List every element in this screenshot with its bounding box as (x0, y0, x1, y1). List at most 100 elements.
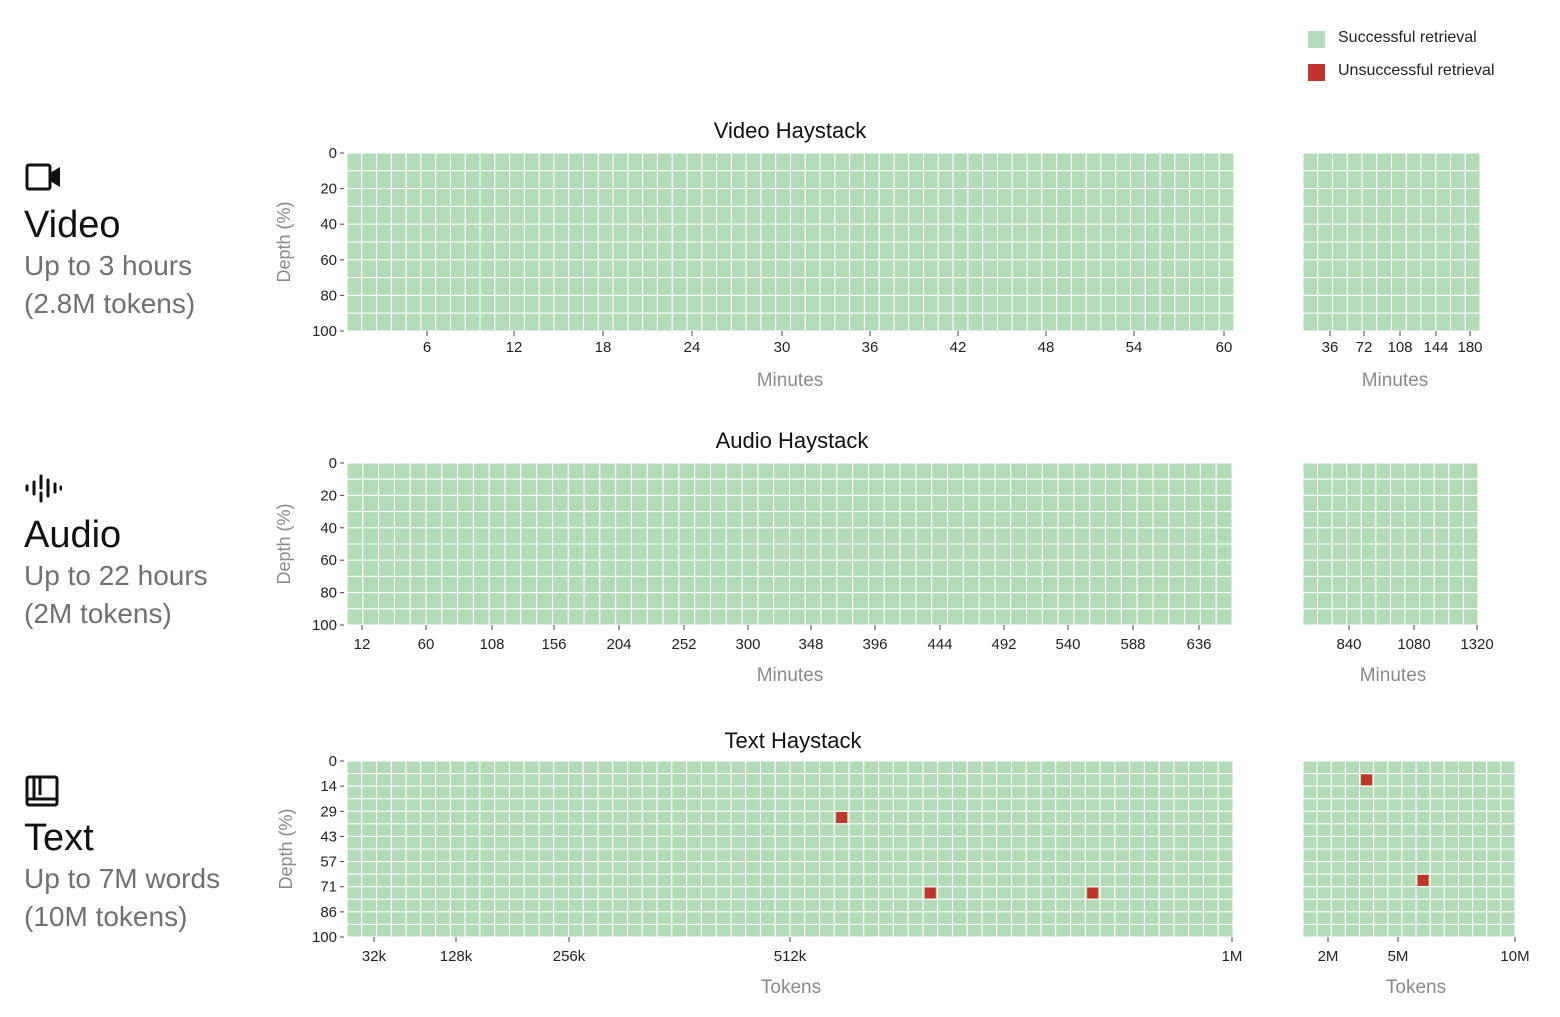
heatmap-cell (1085, 152, 1102, 172)
heatmap-cell (1218, 205, 1235, 225)
x-tick-label: 72 (1356, 339, 1373, 356)
heatmap-cell (449, 848, 466, 863)
heatmap-cell (1188, 848, 1204, 863)
heatmap-cell (1217, 835, 1234, 850)
heatmap-cell (1084, 823, 1101, 837)
heatmap-cell (1144, 241, 1161, 261)
heatmap-cell (1457, 810, 1474, 825)
heatmap-cell (538, 873, 555, 888)
heatmap-cell (393, 592, 411, 610)
heatmap-cell (741, 543, 759, 561)
heatmap-cell (553, 873, 570, 888)
heatmap-cell (641, 823, 658, 837)
heatmap-cell (852, 608, 870, 626)
heatmap-cell (937, 810, 953, 825)
heatmap-cell (1450, 241, 1466, 261)
heatmap-cell (390, 259, 407, 279)
heatmap-cell (915, 511, 933, 529)
heatmap-cell (715, 785, 732, 800)
heatmap-cell (982, 205, 998, 225)
heatmap-cell (701, 188, 718, 207)
heatmap-cell (1120, 494, 1138, 513)
heatmap-cell (1173, 923, 1190, 938)
heatmap-cell (1316, 873, 1332, 888)
heatmap-cell (819, 223, 836, 243)
x-tick-label: 444 (927, 636, 952, 653)
heatmap-cell (730, 241, 747, 261)
heatmap-cell (1130, 312, 1146, 332)
heatmap-cell (390, 152, 407, 172)
heatmap-cell (1316, 798, 1332, 812)
heatmap-cell (523, 312, 540, 332)
heatmap-cell (1360, 478, 1377, 496)
heatmap-cell (804, 898, 821, 913)
heatmap-cell (790, 312, 806, 332)
heatmap-cell (1500, 923, 1516, 938)
heatmap-cell (1184, 592, 1201, 610)
heatmap-cell (1188, 760, 1204, 775)
video-subtitle-tokens: (2.8M tokens) (24, 288, 196, 319)
heatmap-cell (538, 823, 555, 837)
heatmap-cell (1143, 923, 1160, 938)
heatmap-cell (346, 848, 363, 863)
heatmap-cell (612, 810, 629, 825)
heatmap-cell (671, 810, 688, 825)
heatmap-cell (833, 760, 850, 775)
heatmap-cell (745, 873, 761, 888)
heatmap-cell (405, 223, 422, 243)
heatmap-cell (1472, 773, 1488, 787)
x-tick-label: 18 (595, 339, 612, 356)
heatmap-cell (457, 559, 474, 577)
heatmap-cell (1218, 294, 1235, 314)
heatmap-cell (1316, 886, 1332, 900)
heatmap-cell (420, 312, 437, 332)
heatmap-cell (568, 259, 585, 279)
heatmap-cell (1401, 785, 1417, 800)
heatmap-cell (883, 608, 901, 626)
heatmap-cell (405, 760, 422, 775)
heatmap-cell (1375, 478, 1391, 496)
heatmap-cell (361, 886, 378, 900)
heatmap-cell (1026, 592, 1043, 610)
heatmap-cell (553, 312, 570, 332)
heatmap-cell (931, 543, 949, 561)
heatmap-cell (819, 848, 835, 863)
heatmap-cell (1129, 823, 1145, 837)
heatmap-cell (819, 188, 836, 207)
heatmap-cell (1026, 205, 1043, 225)
heatmap-cell (892, 835, 909, 850)
heatmap-cell (1218, 312, 1235, 332)
heatmap-cell (479, 223, 496, 243)
heatmap-cell (804, 608, 822, 626)
heatmap-cell (994, 511, 1012, 529)
heatmap-cell (464, 188, 481, 207)
heatmap-cell (1359, 848, 1375, 863)
heatmap-cell (523, 259, 540, 279)
heatmap-cell (538, 848, 555, 863)
heatmap-cell (1360, 592, 1377, 610)
heatmap-cell (1055, 773, 1072, 787)
heatmap-cell (1429, 873, 1445, 888)
heatmap-cell (678, 494, 696, 513)
heatmap-cell (1346, 543, 1362, 561)
heatmap-cell (1457, 760, 1474, 775)
heatmap-cell (863, 277, 880, 296)
heatmap-cell (1184, 543, 1201, 561)
text-subtitle-words: Up to 7M words (24, 863, 221, 894)
heatmap-cell (819, 785, 835, 800)
heatmap-cell (757, 494, 775, 513)
heatmap-cell (952, 241, 969, 261)
heatmap-cell (1435, 188, 1451, 207)
heatmap-cell (863, 798, 880, 812)
heatmap-cell (863, 848, 880, 863)
x-tick-label: 180 (1457, 339, 1482, 356)
heatmap-cell (1040, 898, 1057, 913)
heatmap-cell (694, 608, 711, 626)
heatmap-cell (464, 785, 481, 800)
heatmap-cell (551, 592, 569, 610)
heatmap-cell (1026, 527, 1043, 545)
heatmap-cell (868, 559, 885, 577)
heatmap-cell (686, 294, 703, 314)
heatmap-cell (523, 773, 540, 787)
heatmap-cell (962, 543, 980, 561)
